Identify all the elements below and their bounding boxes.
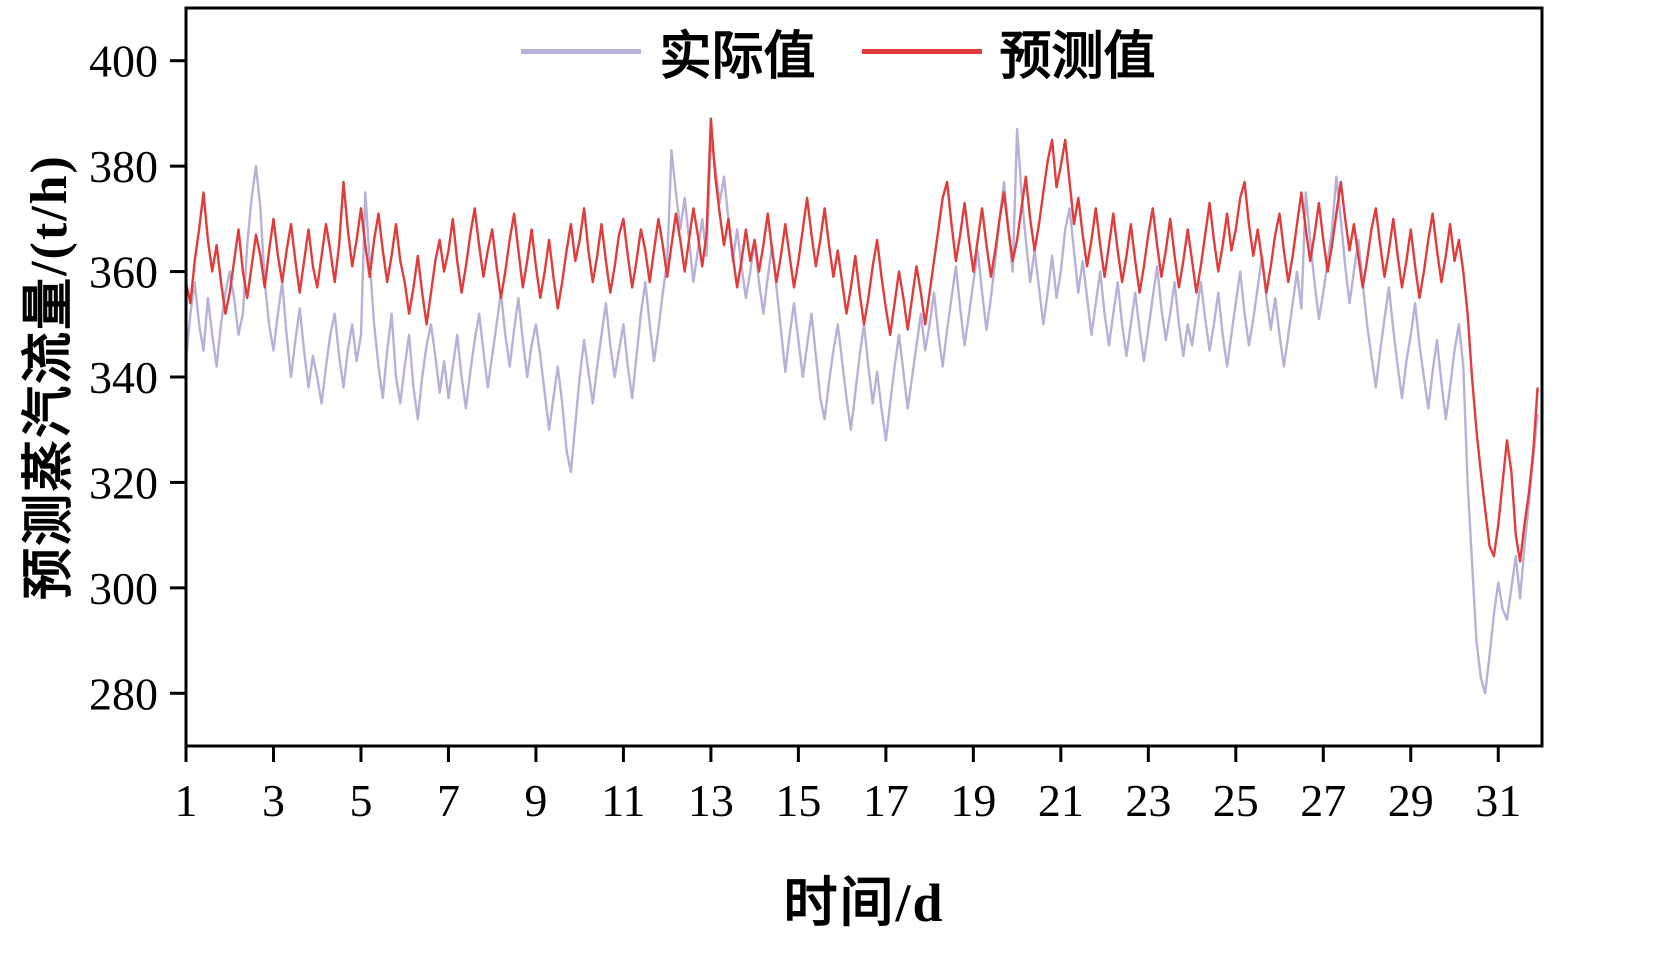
y-tick-label: 340 [89,352,158,403]
y-tick-label: 300 [89,563,158,614]
y-tick-label: 360 [89,247,158,298]
x-tick-label: 19 [950,775,996,826]
legend-label-actual: 实际值 [659,28,816,86]
x-tick-label: 31 [1475,775,1521,826]
x-tick-label: 13 [688,775,734,826]
y-tick-label: 400 [89,36,158,87]
y-tick-label: 380 [89,141,158,192]
x-tick-label: 9 [524,775,547,826]
x-tick-label: 23 [1125,775,1171,826]
y-tick-label: 320 [89,457,158,508]
y-tick-label: 280 [89,668,158,719]
x-tick-label: 3 [262,775,285,826]
legend-label-predicted: 预测值 [999,28,1156,86]
series-line-predicted [184,117,1539,563]
legend: 实际值 预测值 [0,16,1677,86]
x-tick-label: 7 [437,775,460,826]
x-tick-label: 21 [1038,775,1084,826]
x-tick-label: 1 [175,775,198,826]
x-tick-label: 25 [1213,775,1259,826]
legend-item-actual: 实际值 [521,14,816,89]
x-tick-label: 27 [1300,775,1346,826]
series-line-actual [184,127,1539,695]
x-tick-label: 29 [1388,775,1434,826]
y-axis-title: 预测蒸汽流量/(t/h) [21,154,78,600]
x-tick-label: 15 [775,775,821,826]
x-tick-label: 5 [349,775,372,826]
plot-border [184,6,1544,748]
x-axis-title: 时间/d [783,873,945,933]
legend-line-predicted [861,48,982,54]
legend-line-actual [521,48,642,54]
x-tick-label: 17 [863,775,909,826]
x-tick-label: 11 [601,775,645,826]
legend-item-predicted: 预测值 [861,14,1156,89]
